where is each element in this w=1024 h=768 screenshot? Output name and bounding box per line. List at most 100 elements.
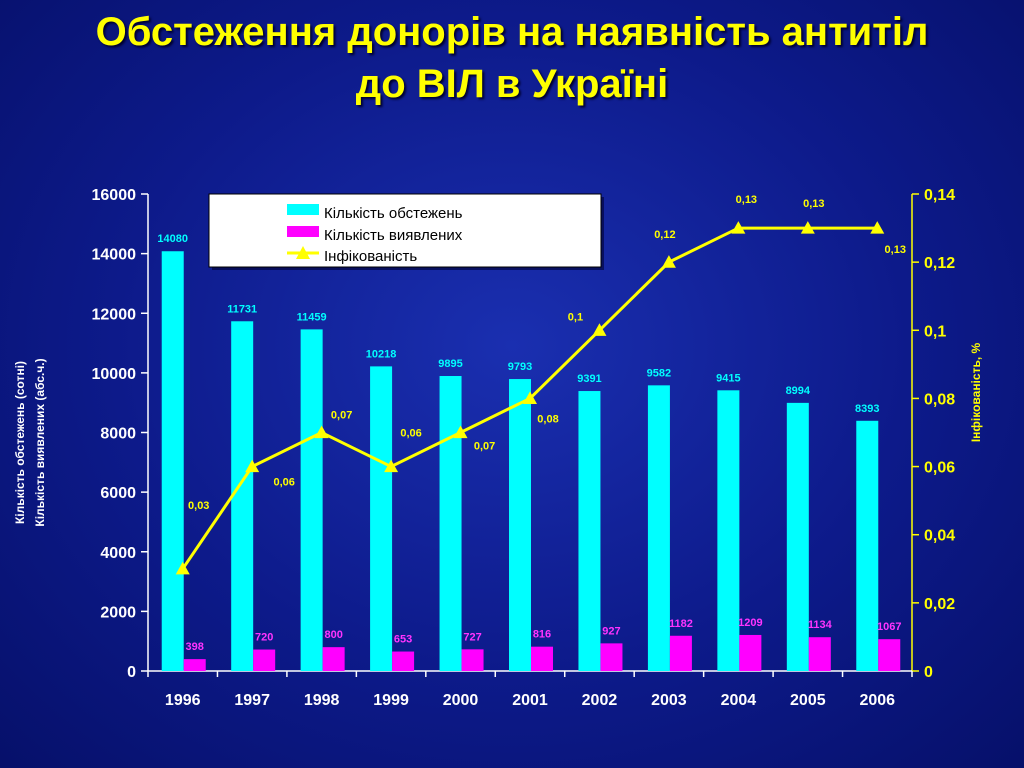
bar-obstezhennia-label: 8994 xyxy=(786,385,811,397)
bar-vyiavlenykh-label: 653 xyxy=(394,634,412,646)
bar-vyiavlenykh xyxy=(669,635,692,671)
line-marker xyxy=(245,459,260,473)
title-line-2: до ВІЛ в Україні xyxy=(355,62,669,106)
x-tick-label: 1997 xyxy=(234,692,270,709)
bar-obstezhennia-label: 9793 xyxy=(508,361,532,373)
bar-vyiavlenykh xyxy=(392,651,415,671)
chart-line xyxy=(175,221,885,575)
line-infikovanist-label: 0,13 xyxy=(885,244,906,256)
line-infikovanist-label: 0,07 xyxy=(331,410,352,422)
line-marker xyxy=(800,221,815,234)
right-tick-label: 0,04 xyxy=(924,528,955,545)
left-axis-title-line-2: Кількість виявлених (абс.ч.) xyxy=(33,358,47,526)
legend-label-vyiavlenykh: Кількість виявлених xyxy=(324,227,463,244)
left-tick-label: 6000 xyxy=(100,485,136,502)
right-tick-label: 0,14 xyxy=(924,187,955,204)
line-marker xyxy=(731,221,746,234)
bar-vyiavlenykh-label: 927 xyxy=(602,625,620,637)
bar-obstezhennia-label: 11731 xyxy=(227,303,257,315)
chart-axes: 0 2000 4000 6000 8000 10000 12000 14000 16000 0 0,… xyxy=(13,187,983,709)
right-tick-label: 0,1 xyxy=(924,323,946,340)
left-tick-label: 10000 xyxy=(92,366,137,383)
bar-obstezhennia-label: 9582 xyxy=(647,367,671,379)
line-marker xyxy=(175,561,190,575)
legend-label-obstezhennia: Кількість обстежень xyxy=(324,205,463,222)
slide-title: Обстеження донорів на наявність антитіл … xyxy=(0,6,1024,110)
x-tick-label: 2006 xyxy=(859,692,895,709)
x-tick-label: 1996 xyxy=(165,692,201,709)
chart-legend: Кількість обстежень Кількість виявлених Ін… xyxy=(208,193,604,270)
right-axis-title: Інфікованість, % xyxy=(969,343,983,443)
bar-obstezhennia xyxy=(439,376,462,671)
line-infikovanist-label: 0,08 xyxy=(537,413,558,425)
line-marker xyxy=(661,255,676,268)
line-marker xyxy=(870,221,885,234)
bar-obstezhennia-label: 11459 xyxy=(297,311,327,323)
left-tick-label: 8000 xyxy=(100,426,136,443)
right-tick-label: 0 xyxy=(924,664,933,681)
line-infikovanist-label: 0,13 xyxy=(803,198,824,210)
legend-marker-infikovanist xyxy=(296,246,310,259)
line-infikovanist-label: 0,06 xyxy=(273,477,294,489)
line-infikovanist-label: 0,03 xyxy=(188,500,209,512)
x-tick-label: 2003 xyxy=(651,692,687,709)
line-marker xyxy=(314,425,329,439)
chart-data-labels: 14080 11731 11459 10218 9895 9793 9391 9582 9415… xyxy=(157,194,906,653)
x-tick-label: 2005 xyxy=(790,692,826,709)
bar-vyiavlenykh-label: 1067 xyxy=(877,621,901,633)
left-tick-label: 2000 xyxy=(100,604,136,621)
bar-obstezhennia xyxy=(370,366,393,671)
bar-obstezhennia xyxy=(717,390,740,671)
bar-vyiavlenykh xyxy=(531,646,553,671)
line-infikovanist-label: 0,1 xyxy=(568,311,583,323)
bar-obstezhennia xyxy=(509,379,531,671)
bar-obstezhennia-label: 8393 xyxy=(855,403,879,415)
bar-vyiavlenykh xyxy=(183,659,206,671)
x-tick-label: 1998 xyxy=(304,692,340,709)
bar-vyiavlenykh xyxy=(461,649,484,671)
legend-swatch-vyiavlenykh xyxy=(287,226,319,237)
bar-obstezhennia xyxy=(647,385,670,671)
bar-vyiavlenykh-label: 800 xyxy=(324,629,342,641)
bar-vyiavlenykh-label: 816 xyxy=(533,629,551,641)
bar-vyiavlenykh xyxy=(322,647,345,671)
bar-vyiavlenykh-label: 1182 xyxy=(669,618,693,630)
left-tick-label: 12000 xyxy=(92,306,137,323)
bar-vyiavlenykh-label: 398 xyxy=(186,641,204,653)
left-tick-label: 16000 xyxy=(92,187,137,204)
line-infikovanist-label: 0,12 xyxy=(654,229,675,241)
left-tick-label: 14000 xyxy=(92,247,137,264)
line-marker xyxy=(453,425,468,439)
left-tick-label: 4000 xyxy=(100,545,136,562)
legend-label-infikovanist: Інфікованість xyxy=(324,248,417,265)
left-axis-title-line-1: Кількість обстежень (сотні) xyxy=(13,361,27,524)
bar-vyiavlenykh xyxy=(808,637,831,671)
x-tick-label: 1999 xyxy=(373,692,409,709)
bar-obstezhennia-label: 9391 xyxy=(577,373,601,385)
bar-vyiavlenykh-label: 727 xyxy=(463,631,481,643)
bar-vyiavlenykh xyxy=(739,634,762,671)
x-tick-label: 2004 xyxy=(721,692,757,709)
bar-obstezhennia-label: 9895 xyxy=(438,358,462,370)
bar-obstezhennia xyxy=(856,420,879,671)
bar-vyiavlenykh-label: 720 xyxy=(255,632,273,644)
bar-obstezhennia xyxy=(231,321,254,671)
bar-vyiavlenykh-label: 1134 xyxy=(808,619,833,631)
line-infikovanist-label: 0,06 xyxy=(400,428,421,440)
chart-bars xyxy=(161,251,901,672)
line-infikovanist-label: 0,07 xyxy=(474,441,495,453)
bar-obstezhennia xyxy=(786,402,809,671)
bar-obstezhennia-label: 14080 xyxy=(157,233,188,245)
bar-vyiavlenykh xyxy=(878,639,901,671)
bar-vyiavlenykh xyxy=(600,643,623,671)
legend-swatch-obstezhennia xyxy=(287,204,319,215)
x-tick-label: 2001 xyxy=(512,692,548,709)
line-marker xyxy=(384,459,399,473)
legend-box xyxy=(208,193,602,268)
bar-obstezhennia-label: 9415 xyxy=(716,372,740,384)
bar-obstezhennia-label: 10218 xyxy=(366,348,397,360)
bar-obstezhennia xyxy=(578,391,601,671)
right-tick-label: 0,06 xyxy=(924,460,955,477)
bar-vyiavlenykh xyxy=(253,649,276,671)
